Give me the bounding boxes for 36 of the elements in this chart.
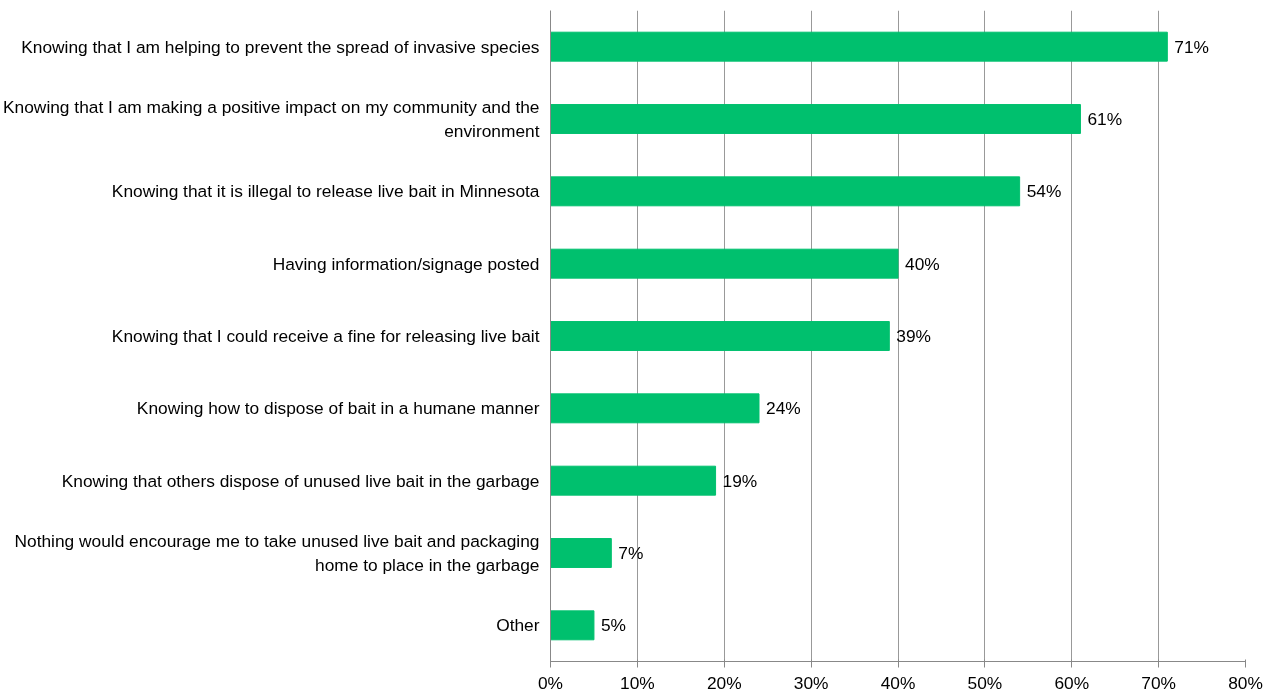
data-label: 61% [1087, 109, 1123, 129]
data-label: 54% [1026, 181, 1062, 202]
x-tick-label: 40% [880, 672, 916, 693]
x-tick-label: 0% [537, 672, 564, 693]
y-tick-label: Knowing that others dispose of unused live bait in the garbage [61, 470, 540, 491]
bar [550, 31, 1168, 62]
bar [550, 393, 760, 424]
data-label: 24% [766, 398, 801, 419]
bar [550, 248, 899, 279]
data-label: 5% [600, 615, 626, 636]
y-tick-label: Other [496, 615, 540, 636]
x-tick-label: 10% [620, 672, 655, 693]
data-label: 7% [618, 543, 644, 563]
x-tick-label: 20% [706, 672, 742, 693]
y-tick-label: Knowing that I could receive a fine for releasing live bait [111, 326, 540, 346]
y-tick-label: Having information/signage posted [272, 253, 540, 274]
data-label: 40% [905, 253, 940, 274]
bar [550, 465, 717, 496]
y-tick-label: Knowing that I am making a positive impact on my community and the environment [3, 97, 540, 141]
y-tick-label: Nothing would encourage me to take unused live bait and packaging home to place in the garbage [14, 531, 540, 575]
bar [550, 538, 612, 568]
x-tick-label: 80% [1228, 672, 1263, 693]
bar [550, 610, 595, 641]
data-label: 71% [1174, 36, 1209, 57]
x-tick-label: 50% [967, 672, 1003, 693]
x-tick-label: 70% [1141, 672, 1176, 693]
x-tick-label: 60% [1054, 672, 1090, 693]
y-tick-label: Knowing that I am helping to prevent the spread of invasive species [21, 36, 540, 57]
bar [550, 321, 890, 351]
bar [550, 176, 1021, 207]
data-label: 39% [896, 326, 931, 346]
x-tick-label: 30% [793, 672, 829, 693]
bar [550, 104, 1081, 134]
y-tick-label: Knowing that it is illegal to release live bait in Minnesota [111, 181, 540, 202]
data-label: 19% [722, 470, 758, 491]
y-tick-label: Knowing how to dispose of bait in a humane manner [136, 398, 540, 419]
